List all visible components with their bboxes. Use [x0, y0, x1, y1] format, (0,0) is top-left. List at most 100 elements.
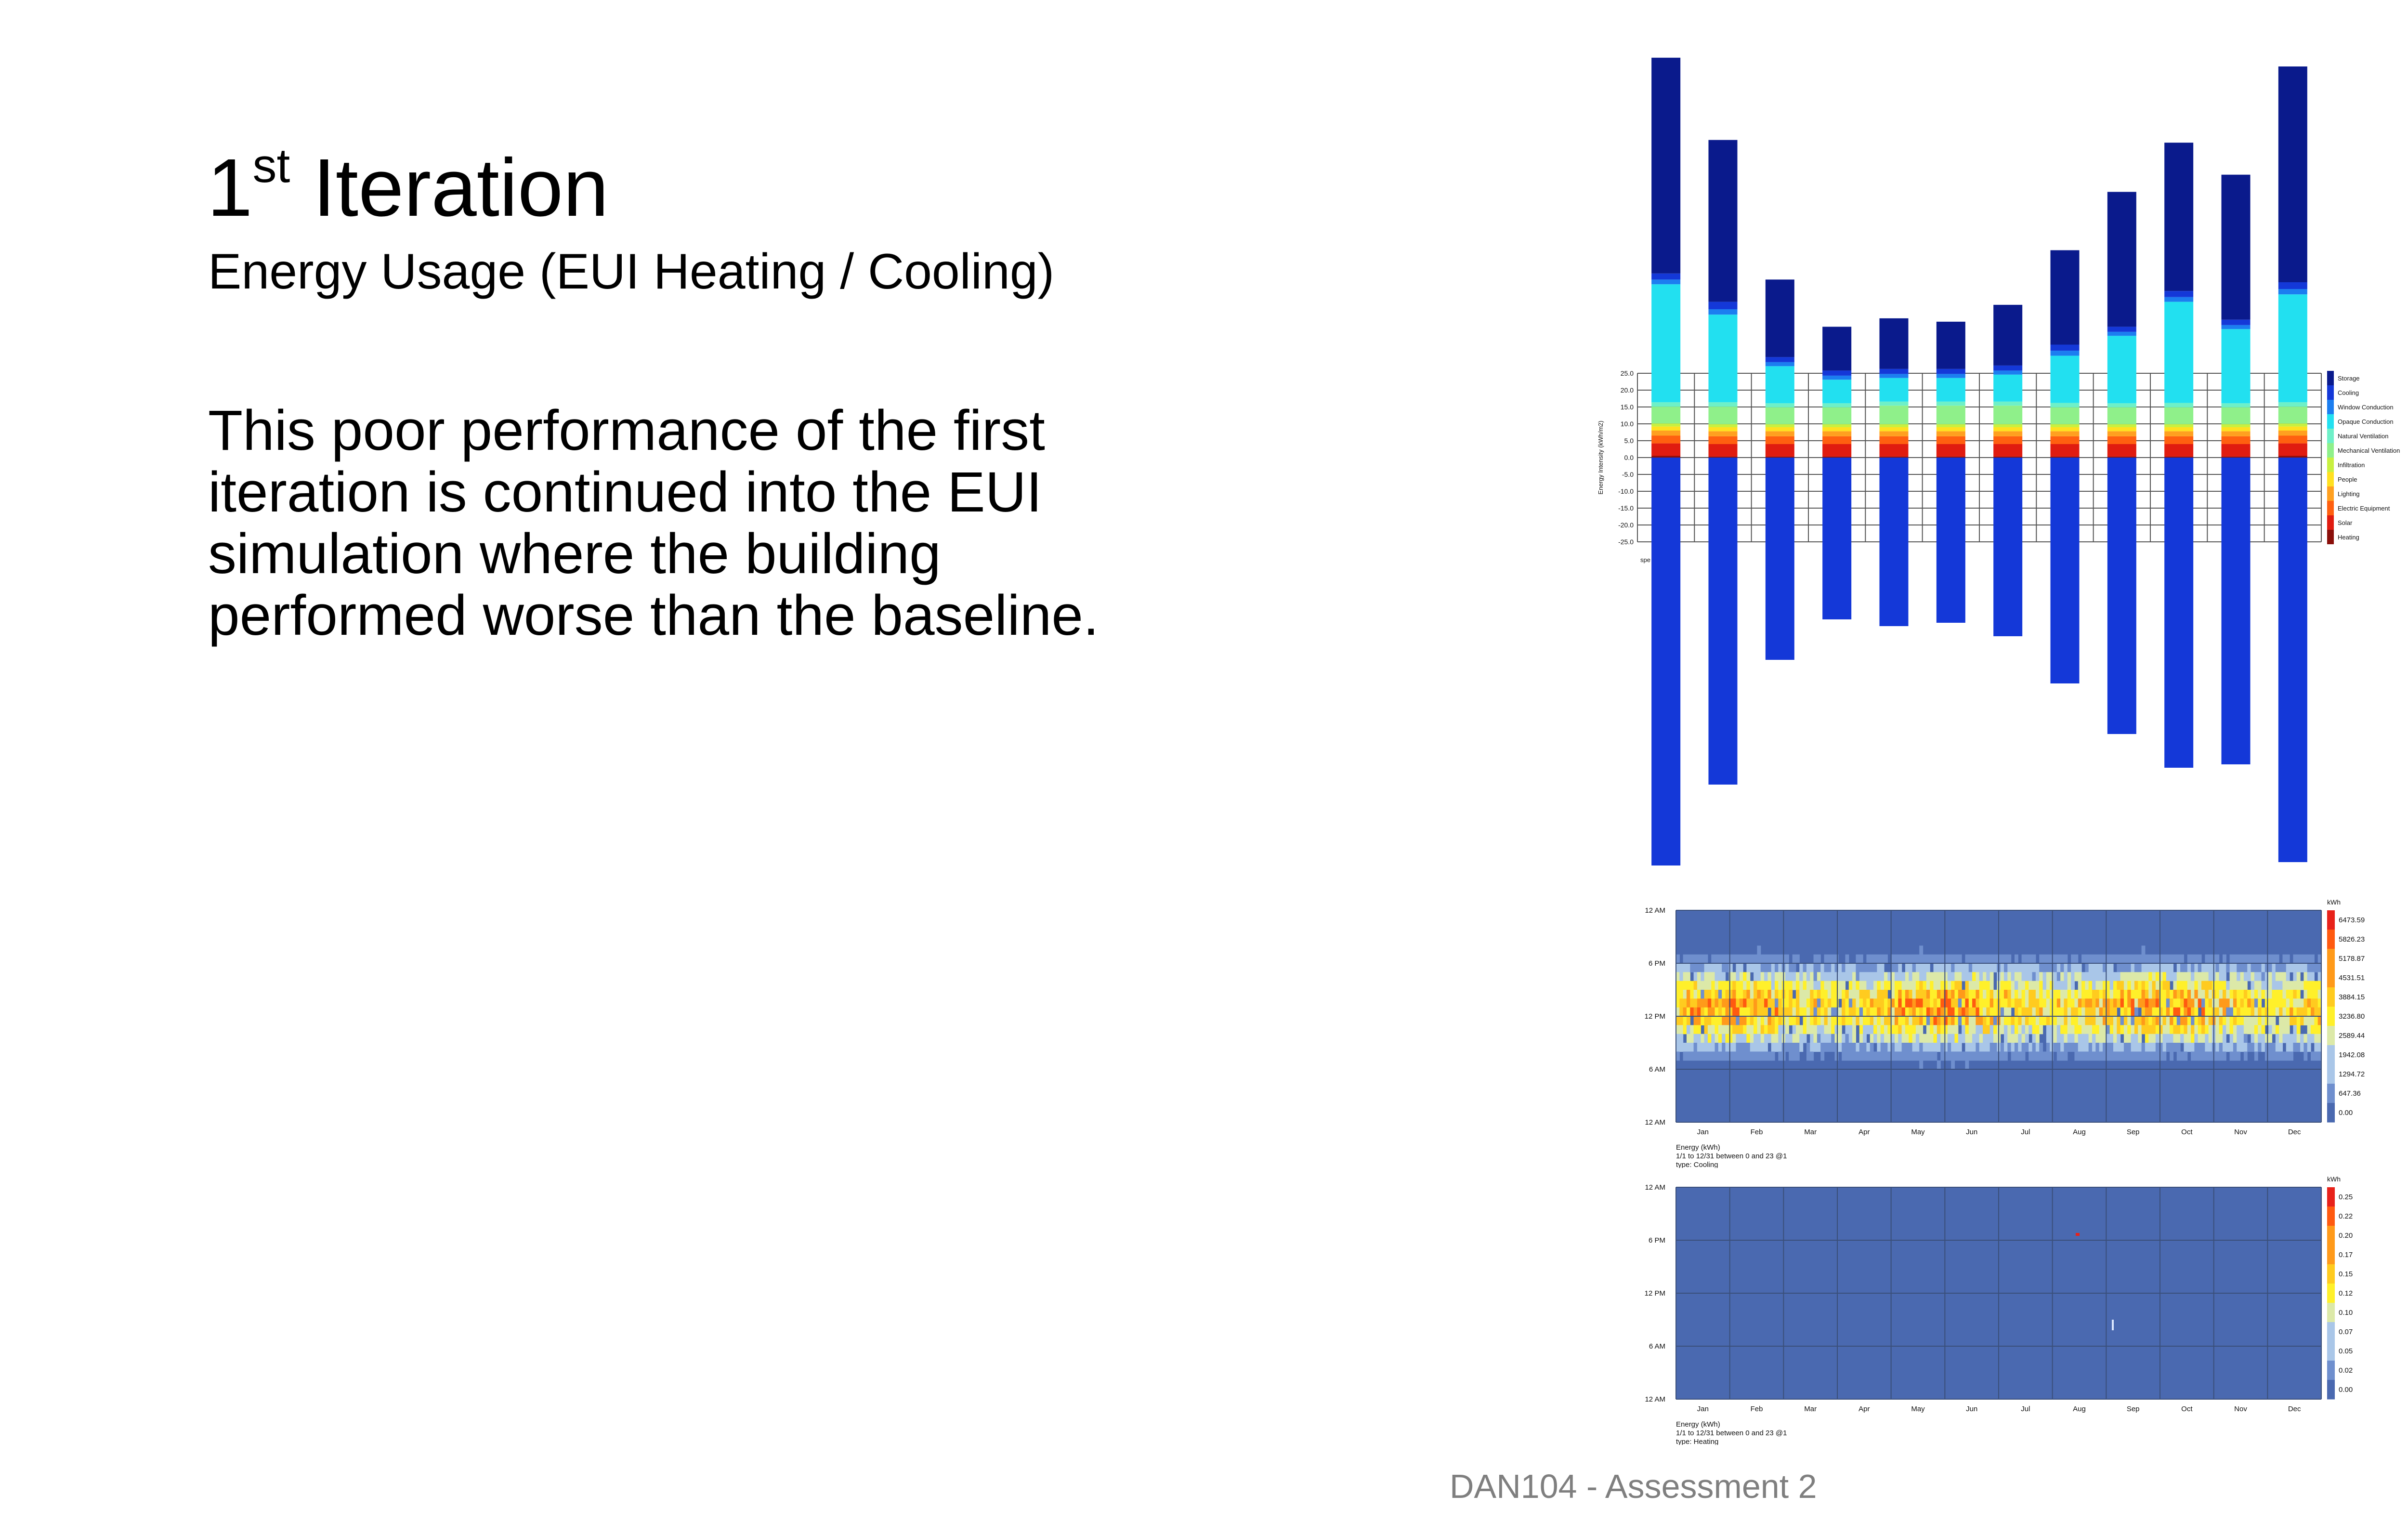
- heatmap-cell: [2162, 990, 2167, 999]
- bar-segment-negative-cooling: [1765, 458, 1794, 660]
- heatmap-cell: [1933, 998, 1937, 1008]
- heatmap-cell: [2095, 1034, 2100, 1043]
- heatmap-caption: type: Cooling: [1676, 1161, 1718, 1168]
- heatmap-cell: [2226, 998, 2230, 1008]
- heatmap-cell: [1983, 1043, 1987, 1052]
- heatmap-cell: [2011, 1016, 2015, 1025]
- heatmap-cell: [1795, 954, 1800, 964]
- heatmap-cell: [2251, 963, 2255, 972]
- heatmap-cell: [2286, 1016, 2290, 1025]
- heatmap-cell: [1824, 990, 1828, 999]
- heatmap-cell: [1767, 998, 1772, 1008]
- heatmap-cell: [1944, 1051, 1948, 1061]
- heatmap-cell: [1743, 981, 1747, 990]
- heatmap-cell: [1693, 972, 1698, 982]
- heatmap-cell: [2219, 963, 2223, 972]
- heatmap-cell: [1754, 963, 1758, 972]
- heatmap-cell: [2272, 1016, 2276, 1025]
- legend-swatch: [2327, 385, 2334, 400]
- heatmap-cell: [1722, 1025, 1726, 1035]
- heatmap-cell: [1760, 1007, 1765, 1017]
- heatmap-cell: [2201, 1007, 2205, 1017]
- heatmap-cell: [2141, 963, 2146, 972]
- heatmap-cell: [1718, 963, 1722, 972]
- bar-segment-cooling: [1708, 302, 1738, 309]
- heatmap-cell: [2042, 972, 2047, 982]
- heatmap-cell: [2095, 1025, 2100, 1035]
- heatmap-cell: [2275, 1025, 2279, 1035]
- heatmap-cell: [2067, 1043, 2071, 1052]
- heatmap-cell: [2233, 954, 2237, 964]
- heatmap-cell: [1891, 998, 1895, 1008]
- heatmap-cell: [1951, 972, 1955, 982]
- heatmap-cell: [1820, 972, 1825, 982]
- heatmap-cell: [1951, 1060, 1955, 1070]
- heatmap-cell: [2085, 1034, 2089, 1043]
- bar-segment-heating: [2221, 456, 2251, 458]
- heatmap-cell: [2134, 1016, 2138, 1025]
- heatmap-cell: [1884, 1025, 1888, 1035]
- heatmap-cell: [2138, 1051, 2142, 1061]
- bar-segment-people: [1765, 427, 1794, 432]
- heatmap-cell: [1856, 1051, 1860, 1061]
- bar-segment-electric-equipment: [1765, 436, 1794, 444]
- heatmap-cell: [1743, 954, 1747, 964]
- heatmap-cell: [2134, 1043, 2138, 1052]
- heatmap-cell: [2198, 1016, 2202, 1025]
- heatmap-cell: [2060, 1016, 2065, 1025]
- heatmap-cell: [2081, 1025, 2085, 1035]
- heatmap-cell: [1722, 963, 1726, 972]
- heatmap-cell: [1714, 972, 1719, 982]
- heatmap-cell: [2117, 972, 2121, 982]
- heatmap-cell: [2282, 963, 2287, 972]
- heatmap-cell: [2229, 1051, 2234, 1061]
- heatmap-cell: [1806, 1016, 1810, 1025]
- legend-swatch: [2327, 1103, 2335, 1123]
- heatmap-cell: [1820, 1034, 1825, 1043]
- heatmap-cell: [1894, 998, 1898, 1008]
- heatmap-cell: [2113, 1043, 2117, 1052]
- heatmap-cell: [2103, 1025, 2107, 1035]
- heatmap-cell: [1707, 1025, 1712, 1035]
- heatmap-cell: [2275, 1007, 2279, 1017]
- bar-segment-storage: [2050, 250, 2080, 345]
- heatmap-cell: [2000, 998, 2004, 1008]
- heatmap-cell: [2296, 972, 2301, 982]
- heatmap-cell: [1799, 990, 1804, 999]
- heatmap-cell: [1930, 1016, 1934, 1025]
- eui-stacked-bar-chart: 25.020.015.010.05.00.0-5.0-10.0-15.0-20.…: [1597, 57, 2400, 865]
- bar-segment-mechanical-ventilation: [2221, 407, 2251, 424]
- bar-segment-cooling: [1993, 365, 2023, 371]
- heatmap-cell: [2275, 998, 2279, 1008]
- heatmap-cell: [1968, 1051, 1973, 1061]
- heatmap-cell: [1718, 1043, 1722, 1052]
- legend-value: 0.10: [2339, 1309, 2353, 1317]
- heatmap-cell: [1909, 1043, 1913, 1052]
- heatmap-cell: [2152, 1043, 2156, 1052]
- heatmap-cell: [1870, 990, 1874, 999]
- heatmap-cell: [2215, 1043, 2220, 1052]
- heatmap-cell: [2194, 998, 2199, 1008]
- heatmap-cell: [1965, 998, 1969, 1008]
- heatmap-cell: [1725, 1007, 1729, 1017]
- bar-segment-natural-ventilation: [1936, 401, 1965, 406]
- heatmap-cell: [1944, 963, 1948, 972]
- heatmap-cell: [2311, 981, 2315, 990]
- heatmap-cell: [1711, 1007, 1715, 1017]
- heatmap-cell: [2290, 1051, 2294, 1061]
- heatmap-cell: [1795, 972, 1800, 982]
- heatmap-cell: [1785, 981, 1789, 990]
- heatmap-cell: [1679, 1016, 1684, 1025]
- heatmap-cell: [2021, 1007, 2026, 1017]
- heatmap-cell: [2254, 972, 2258, 982]
- heatmap-cell: [2050, 1007, 2054, 1017]
- heatmap-cell: [2254, 963, 2258, 972]
- heatmap-cell: [1884, 1051, 1888, 1061]
- heatmap-cell: [1834, 972, 1839, 982]
- heatmap-cell: [1912, 972, 1916, 982]
- heatmap-cell: [2162, 963, 2167, 972]
- heatmap-cell: [1926, 1043, 1930, 1052]
- heatmap-cell: [1725, 1051, 1729, 1061]
- heatmap-cell: [1976, 998, 1980, 1008]
- heatmap-cell: [1856, 998, 1860, 1008]
